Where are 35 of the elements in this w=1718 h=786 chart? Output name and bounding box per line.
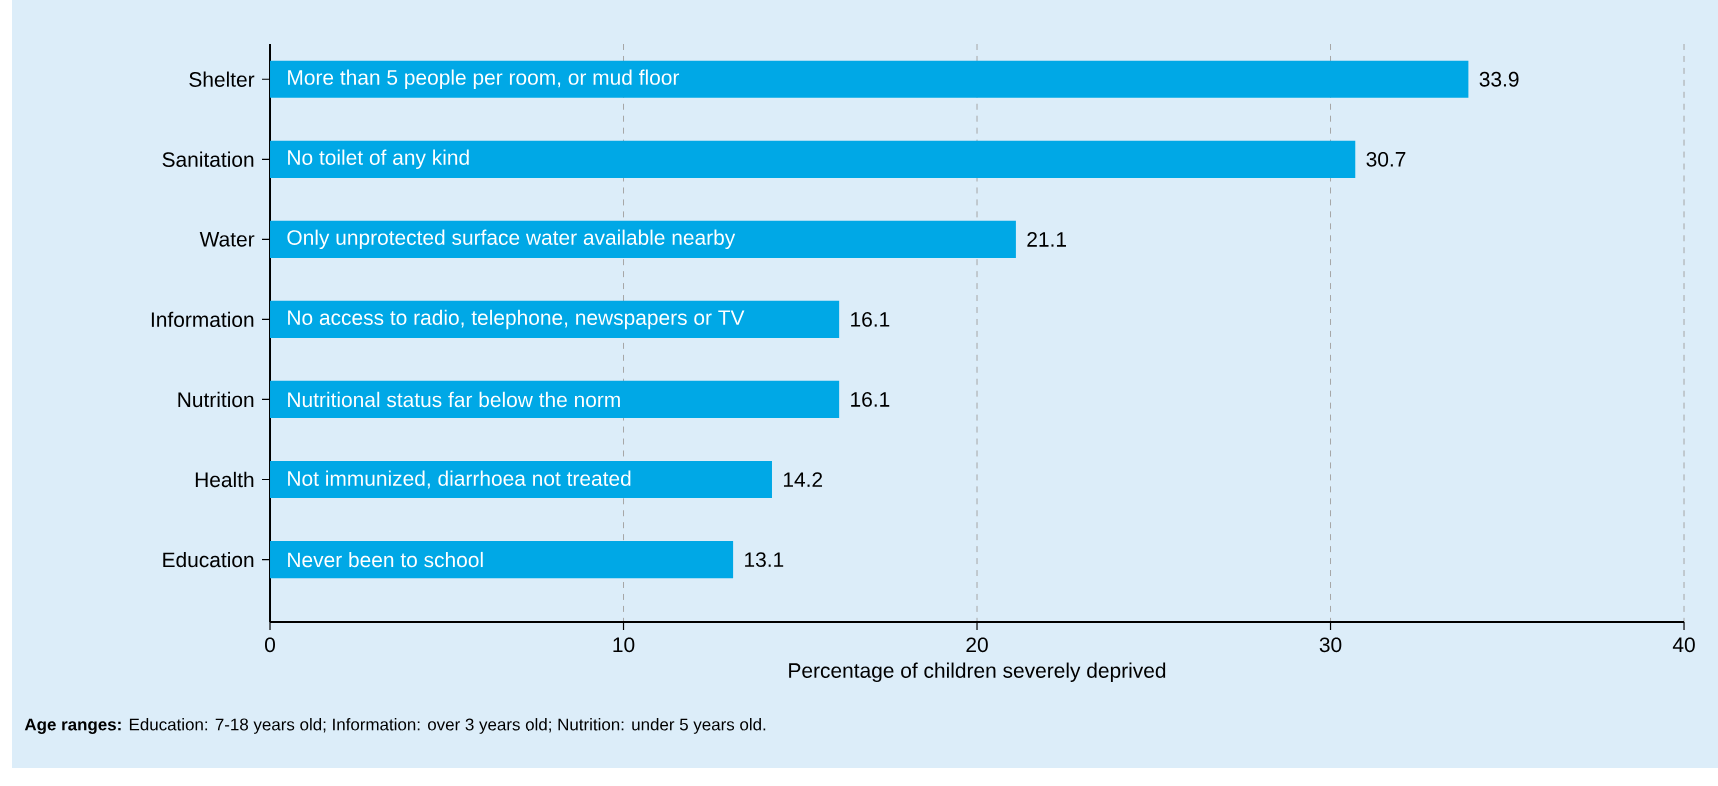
annotation: No access to radio, telephone, newspapers or TV xyxy=(288,309,745,330)
bar xyxy=(270,140,1356,178)
bar xyxy=(270,380,840,419)
x-tick-label: 0 xyxy=(265,637,276,653)
text: Age ranges: Education: 7-18 years old; Information: over 3 years old; Nutrition: under 5 years old. xyxy=(24,718,766,734)
data-label: 33.9 xyxy=(1479,71,1519,87)
bar xyxy=(270,60,1469,98)
annotation: Not immunized, diarrhoea not treated xyxy=(288,470,631,489)
x-tick-label: 30 xyxy=(1319,637,1342,653)
annotation: Never been to school xyxy=(288,551,483,568)
annotation: No toilet of any kind xyxy=(288,149,469,170)
annotation: More than 5 people per room, or mud floor xyxy=(288,69,680,89)
data-label: 13.1 xyxy=(745,552,784,567)
annotation: Nutritional status far below the norm xyxy=(288,391,620,408)
x-tick-label: 40 xyxy=(1672,637,1695,653)
bar xyxy=(270,540,734,579)
y-tick-label: Nutrition xyxy=(178,391,254,408)
y-tick-label: Shelter xyxy=(189,71,255,87)
data-label: 30.7 xyxy=(1366,151,1406,167)
data-label: 16.1 xyxy=(851,312,890,327)
y-tick-label: Sanitation xyxy=(162,151,254,167)
y-tick-label: Water xyxy=(199,232,255,247)
y-tick-label: Education xyxy=(163,551,254,568)
x-tick-label: 20 xyxy=(966,637,988,653)
data-label: 16.1 xyxy=(851,392,890,407)
data-label: 21.1 xyxy=(1027,232,1066,247)
y-tick-label: Information xyxy=(151,311,254,328)
y-tick-label: Health xyxy=(195,471,254,488)
bar xyxy=(270,300,840,338)
data-label: 14.2 xyxy=(783,472,823,487)
bar xyxy=(270,220,1016,258)
x-axis-title: Percentage of children severely deprived xyxy=(789,662,1166,683)
bar xyxy=(270,460,772,499)
annotation: Only unprotected surface water available nearby xyxy=(287,229,736,250)
x-tick-label: 10 xyxy=(613,637,635,653)
